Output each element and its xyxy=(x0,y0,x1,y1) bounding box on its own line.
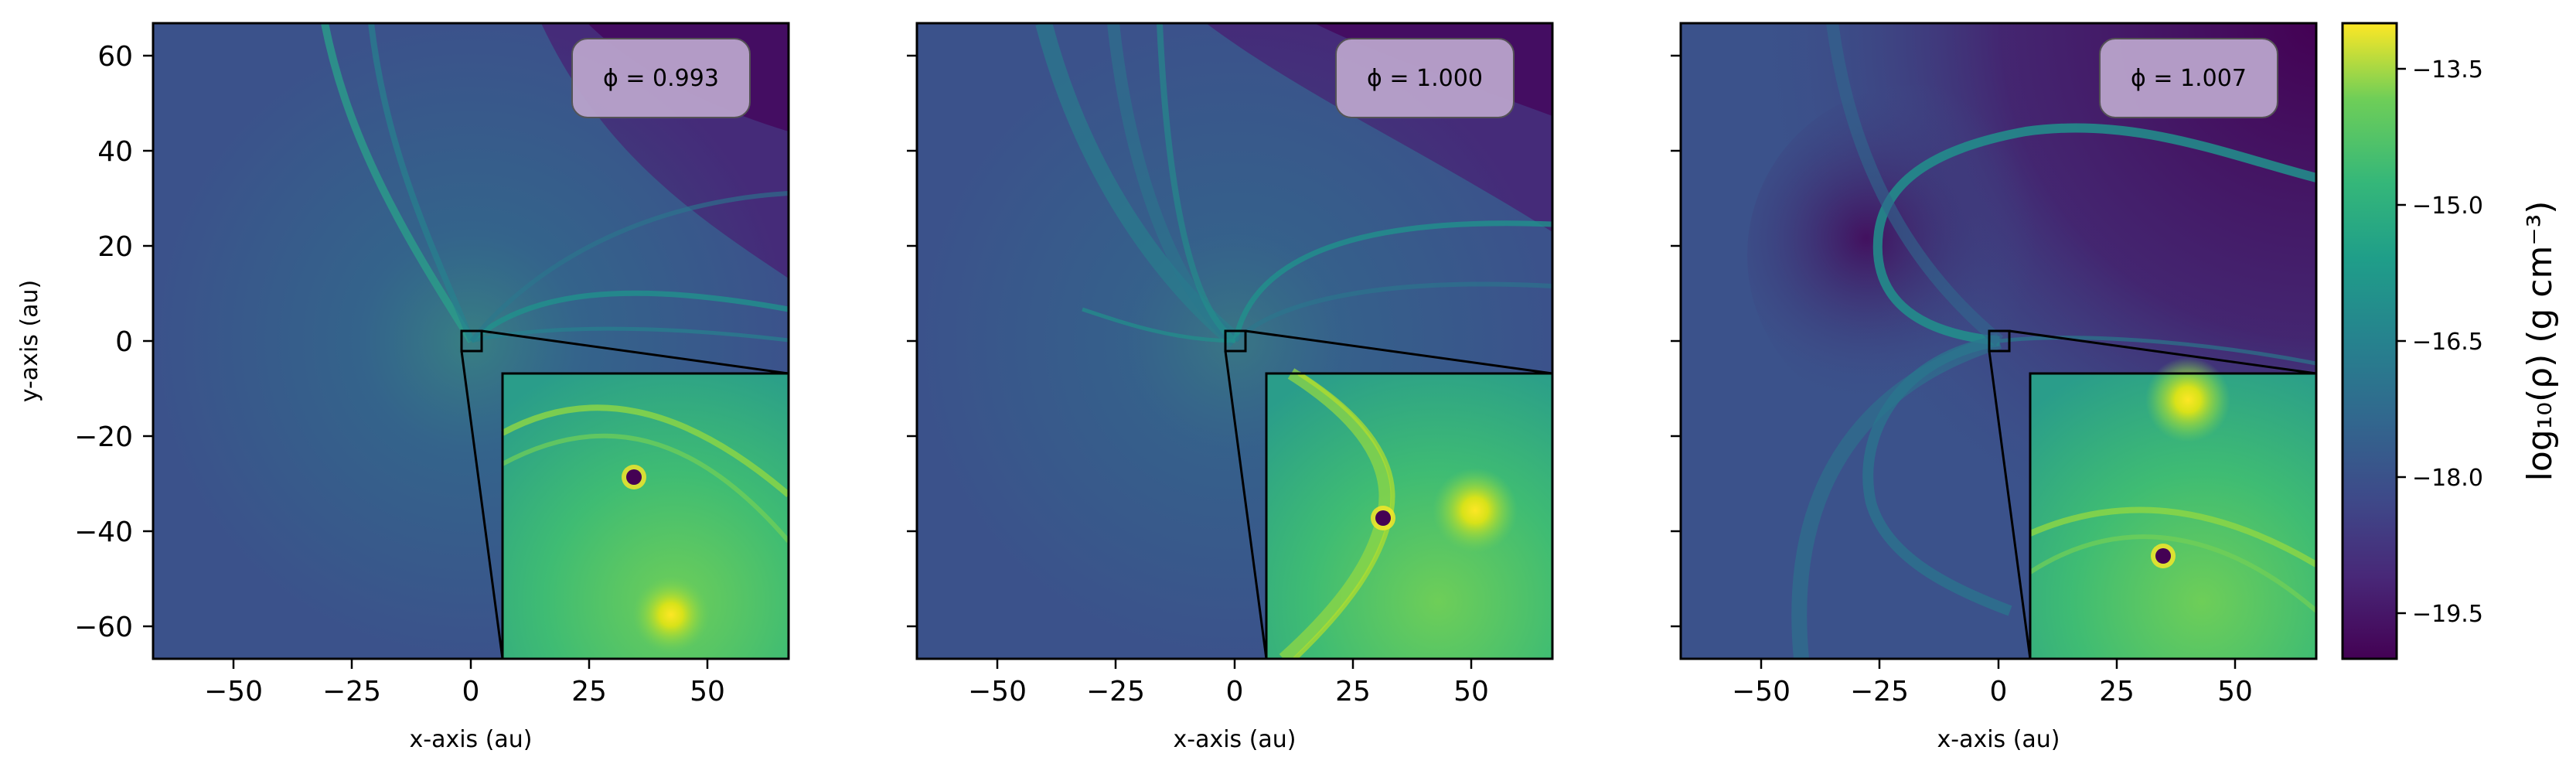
x-axis-label-1: x-axis (au) xyxy=(409,726,532,753)
panel-3: ϕ = 1.007 −50 −25 0 25 50 x-axis (au) xyxy=(1671,22,2318,753)
phase-box-1 xyxy=(571,38,751,118)
phase-label-3: ϕ = 1.007 xyxy=(2131,65,2247,92)
x-tick-label: 25 xyxy=(2099,676,2135,708)
x-tick-label: 50 xyxy=(690,676,725,708)
colorbar-tick-label: −16.5 xyxy=(2412,329,2483,356)
density-map-2 xyxy=(917,23,1552,659)
colorbar-ticks: −13.5 −15.0 −16.5 −18.0 −19.5 xyxy=(2397,56,2483,628)
x-tick-label: 0 xyxy=(462,676,480,708)
density-map-1 xyxy=(153,23,789,659)
x-tick-label: 50 xyxy=(2217,676,2253,708)
x-tick-label: 0 xyxy=(1990,676,2008,708)
panel-1: ϕ = 0.993 −50 −25 0 25 50 60 40 20 0 −20 xyxy=(16,22,790,753)
colorbar: −13.5 −15.0 −16.5 −18.0 −19.5 log₁₀(ρ) (… xyxy=(2341,22,2560,660)
zoom-inset-2 xyxy=(1265,372,1554,660)
x-tick-label: −50 xyxy=(1732,676,1791,708)
x-ticks-2: −50 −25 0 25 50 xyxy=(968,659,1489,708)
x-ticks-1: −50 −25 0 25 50 xyxy=(204,659,725,708)
x-tick-label: −50 xyxy=(968,676,1027,708)
x-tick-label: −50 xyxy=(204,676,263,708)
y-tick-label: −40 xyxy=(74,517,133,548)
phase-label-2: ϕ = 1.000 xyxy=(1367,65,1483,92)
x-tick-label: 0 xyxy=(1226,676,1244,708)
x-tick-label: 25 xyxy=(571,676,607,708)
colorbar-gradient xyxy=(2341,22,2398,660)
y-tick-label: −20 xyxy=(74,421,133,453)
colorbar-tick-label: −13.5 xyxy=(2412,56,2483,84)
x-tick-label: −25 xyxy=(322,676,381,708)
zoom-inset-3 xyxy=(2029,372,2318,660)
x-axis-label-3: x-axis (au) xyxy=(1937,726,2060,753)
y-tick-label: 0 xyxy=(115,326,133,358)
zoom-inset-1 xyxy=(501,372,790,660)
y-tick-label: 20 xyxy=(97,231,133,263)
zoom-box-2 xyxy=(1224,329,1247,353)
x-ticks-3: −50 −25 0 25 50 xyxy=(1732,659,2253,708)
y-tick-label: 40 xyxy=(97,136,133,168)
colorbar-tick-label: −18.0 xyxy=(2412,465,2483,492)
density-map-3 xyxy=(1681,23,2316,659)
y-ticks-3 xyxy=(1671,54,1681,628)
zoom-box-3 xyxy=(1988,329,2011,353)
zoom-box-1 xyxy=(460,329,483,353)
colorbar-label: log₁₀(ρ) (g cm⁻³) xyxy=(2520,201,2560,482)
phase-box-3 xyxy=(2099,38,2278,118)
x-tick-label: −25 xyxy=(1850,676,1909,708)
x-tick-label: 25 xyxy=(1335,676,1371,708)
colorbar-tick-label: −15.0 xyxy=(2412,193,2483,220)
y-ticks-1: 60 40 20 0 −20 −40 −60 xyxy=(74,41,153,643)
y-axis-label-1: y-axis (au) xyxy=(16,280,43,403)
panel-2: ϕ = 1.000 −50 −25 0 25 50 x-axis (au) xyxy=(907,22,1554,753)
phase-box-2 xyxy=(1335,38,1515,118)
x-tick-label: 50 xyxy=(1453,676,1489,708)
y-tick-label: −60 xyxy=(74,612,133,643)
colorbar-tick-label: −19.5 xyxy=(2412,601,2483,628)
x-tick-label: −25 xyxy=(1086,676,1145,708)
y-ticks-2 xyxy=(907,54,917,628)
x-axis-label-2: x-axis (au) xyxy=(1173,726,1296,753)
y-tick-label: 60 xyxy=(97,41,133,73)
phase-label-1: ϕ = 0.993 xyxy=(603,65,719,92)
